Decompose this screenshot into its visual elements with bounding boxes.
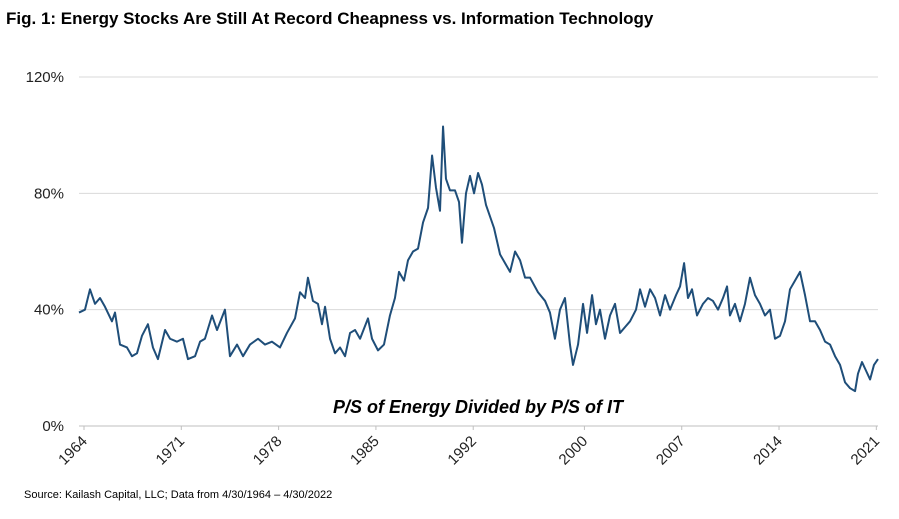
- x-tick-label: 2007: [653, 433, 689, 469]
- annotation: P/S of Energy Divided by P/S of IT: [333, 397, 625, 417]
- y-tick-label: 80%: [34, 185, 64, 202]
- x-tick-label: 1964: [55, 433, 91, 469]
- x-tick-label: 1978: [250, 433, 286, 469]
- y-tick-label: 120%: [26, 69, 64, 86]
- x-tick-label: 1971: [153, 433, 189, 469]
- y-tick-label: 0%: [42, 418, 64, 435]
- x-tick-label: 2000: [556, 433, 592, 469]
- x-tick-label: 2014: [750, 433, 786, 469]
- source-note: Source: Kailash Capital, LLC; Data from …: [24, 489, 332, 501]
- chart-title: Fig. 1: Energy Stocks Are Still At Recor…: [6, 9, 654, 28]
- x-tick-label: 1985: [347, 433, 383, 469]
- x-tick-label: 1992: [444, 433, 480, 469]
- y-tick-label: 40%: [34, 302, 64, 319]
- x-tick-label: 2021: [848, 433, 884, 469]
- series-line: [78, 125, 879, 393]
